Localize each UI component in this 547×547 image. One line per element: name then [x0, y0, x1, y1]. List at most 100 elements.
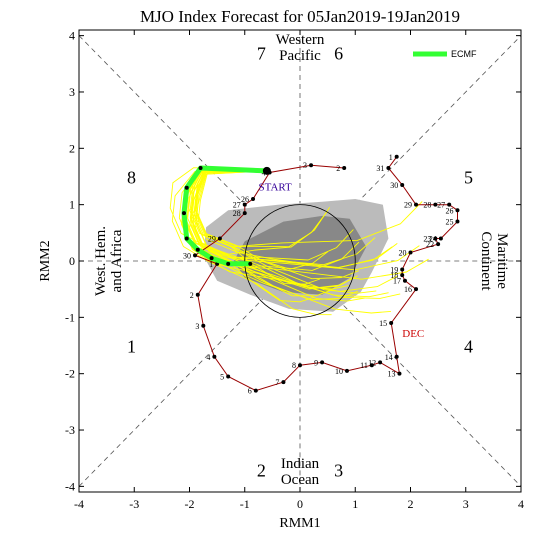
observed-point-7 [455, 208, 460, 213]
y-tick-label-8: 4 [69, 29, 75, 43]
y-tick-label-1: -3 [65, 423, 75, 437]
y-tick-label-0: -4 [65, 479, 75, 493]
observed-point-10 [433, 236, 438, 241]
observed-point-label-4: 29 [404, 201, 412, 210]
observed-point-18 [394, 354, 399, 359]
region-label-right-1: Maritime [494, 233, 510, 289]
observed-point-30 [195, 292, 200, 297]
observed-point-11 [436, 242, 441, 247]
observed-point-label-39: 2 [336, 164, 340, 173]
phase-label-3: 3 [334, 460, 343, 480]
x-tick-label-5: 1 [352, 497, 358, 511]
observed-point-label-3: 30 [390, 181, 398, 190]
phase-label-2: 2 [257, 460, 266, 480]
phase-label-1: 1 [127, 337, 136, 357]
observed-point-label-6: 27 [437, 201, 445, 210]
phase-label-8: 8 [127, 167, 136, 187]
observed-point-39 [342, 166, 347, 171]
observed-point-label-38: 3 [303, 161, 307, 170]
observed-point-label-35: 27 [233, 201, 241, 210]
phase-label-6: 6 [334, 44, 343, 64]
ensemble-mean-point-4 [181, 211, 186, 216]
y-tick-label-6: 2 [69, 141, 75, 155]
observed-point-label-22: 10 [335, 367, 343, 376]
phase-label-5: 5 [464, 167, 473, 187]
observed-point-28 [212, 354, 217, 359]
observed-point-label-12: 20 [399, 249, 407, 258]
observed-point-label-16: 16 [404, 285, 412, 294]
observed-point-label-28: 4 [206, 353, 210, 362]
observed-point-22 [344, 368, 349, 373]
observed-point-label-21: 11 [360, 361, 368, 370]
region-label-top-1: Western [276, 32, 325, 48]
observed-point-1 [394, 154, 399, 159]
observed-point-label-23: 9 [314, 358, 318, 367]
observed-point-15 [402, 278, 407, 283]
plume-member-23 [197, 170, 391, 314]
ensemble-mean-point-2 [198, 166, 203, 171]
observed-point-25 [281, 380, 286, 385]
observed-point-4 [414, 202, 419, 207]
observed-point-label-31: 1 [209, 260, 213, 269]
x-tick-label-7: 3 [463, 497, 469, 511]
observed-point-label-15: 17 [393, 277, 401, 286]
observed-point-38 [309, 163, 314, 168]
observed-point-32 [193, 253, 198, 258]
region-label-left-1: West. Hem. [93, 226, 109, 296]
observed-point-label-1: 1 [389, 153, 393, 162]
annotations: START DEC [258, 182, 424, 340]
observed-point-9 [438, 236, 443, 241]
observed-point-26 [253, 388, 258, 393]
plume-member-9 [192, 170, 332, 297]
observed-point-12 [408, 250, 413, 255]
y-axis-label: RMM2 [38, 240, 53, 281]
observed-point-36 [251, 197, 256, 202]
x-tick-label-4: 0 [297, 497, 303, 511]
observed-point-33 [217, 236, 222, 241]
plume-member-21 [191, 167, 327, 248]
observed-point-8 [455, 219, 460, 224]
region-label-top-2: Pacific [279, 48, 321, 64]
observed-point-label-11: 22 [426, 240, 434, 249]
observed-point-label-8: 25 [445, 218, 453, 227]
phase-label-7: 7 [257, 44, 266, 64]
observed-point-label-14: 18 [390, 271, 398, 280]
observed-point-label-13: 19 [390, 265, 398, 274]
observed-point-label-34: 28 [233, 209, 241, 218]
observed-point-label-18: 14 [385, 353, 393, 362]
legend: ECMF [413, 49, 477, 59]
x-tick-label-2: -2 [185, 497, 195, 511]
observed-point-35 [242, 202, 247, 207]
plume-member-26 [190, 170, 315, 303]
x-axis-label: RMM1 [279, 516, 320, 531]
unit-amplitude-circle [244, 204, 356, 318]
observed-point-label-30: 2 [190, 291, 194, 300]
plume-member-17 [194, 170, 420, 271]
plume-member-25 [194, 167, 423, 247]
plume-member-12 [185, 170, 365, 302]
observed-point-19 [397, 371, 402, 376]
x-tick-label-0: -4 [74, 497, 84, 511]
observed-point-label-27: 5 [220, 373, 224, 382]
observed-point-label-33: 29 [208, 234, 216, 243]
observed-point-27 [226, 374, 231, 379]
observed-point-24 [298, 363, 302, 368]
x-tick-label-8: 4 [518, 497, 524, 511]
observed-point-label-36: 26 [241, 195, 249, 204]
observed-point-3 [400, 182, 405, 187]
phase-label-4: 4 [464, 337, 473, 357]
observed-point-label-24: 8 [292, 361, 296, 370]
x-tick-label-1: -3 [129, 497, 139, 511]
observed-point-29 [201, 323, 206, 328]
plume-member-19 [195, 170, 401, 299]
observed-point-6 [447, 202, 452, 207]
observed-point-label-9: 24 [429, 234, 437, 243]
start-annotation: START [258, 182, 292, 194]
observed-point-label-20: 12 [368, 358, 376, 367]
region-label-right-2: Continent [478, 231, 494, 291]
observed-point-23 [320, 360, 325, 365]
observed-point-label-19: 13 [387, 370, 395, 379]
